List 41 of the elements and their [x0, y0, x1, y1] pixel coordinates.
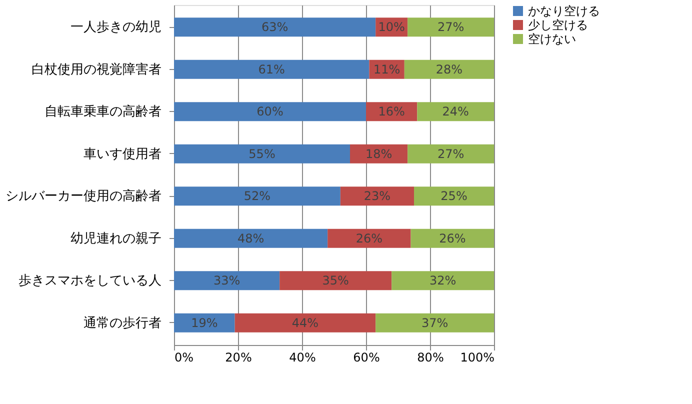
data-label: 61% — [258, 62, 285, 76]
data-label: 28% — [436, 62, 463, 76]
data-label: 48% — [237, 231, 264, 246]
y-tick-label: 歩きスマホをしている人 — [18, 274, 162, 289]
data-label: 23% — [364, 189, 391, 204]
data-label: 32% — [429, 274, 456, 288]
y-tick-label: 白杖使用の視覚障害者 — [32, 61, 162, 78]
data-label: 11% — [373, 62, 400, 76]
y-tick-label: シルバーカー使用の高齢者 — [6, 188, 162, 204]
data-label: 52% — [244, 189, 271, 204]
x-tick-label: 20% — [225, 350, 252, 364]
y-tick-label: 自転車乗車の高齢者 — [44, 104, 162, 120]
x-tick-label: 60% — [353, 350, 380, 364]
data-label: 26% — [439, 231, 466, 246]
data-label: 10% — [378, 20, 405, 34]
data-label: 33% — [213, 274, 240, 288]
legend-label: かなり空ける — [528, 4, 600, 18]
data-label: 35% — [322, 274, 349, 288]
x-tick-label: 0% — [174, 350, 194, 364]
data-label: 25% — [440, 189, 468, 204]
y-tick-label: 通常の歩行者 — [84, 316, 162, 331]
x-tick-label: 80% — [417, 350, 444, 364]
legend-label: 少し空ける — [528, 18, 588, 32]
data-label: 16% — [378, 104, 405, 119]
data-label: 27% — [437, 20, 464, 34]
y-tick-label: 車いす使用者 — [84, 146, 162, 162]
data-label: 24% — [442, 104, 469, 119]
y-tick-label: 一人歩きの幼児 — [70, 20, 162, 36]
data-label: 37% — [421, 316, 448, 330]
legend-label: 空けない — [528, 32, 576, 46]
data-label: 55% — [248, 146, 276, 161]
y-tick-label: 幼児連れの親子 — [70, 231, 162, 246]
data-label: 26% — [356, 231, 383, 246]
data-label: 44% — [292, 316, 319, 330]
data-label: 19% — [191, 316, 218, 330]
data-label: 18% — [365, 146, 392, 161]
data-label: 27% — [437, 146, 464, 161]
data-label: 63% — [261, 20, 288, 34]
x-tick-label: 100% — [460, 350, 494, 364]
data-label: 60% — [256, 104, 284, 119]
x-tick-label: 40% — [289, 350, 316, 364]
